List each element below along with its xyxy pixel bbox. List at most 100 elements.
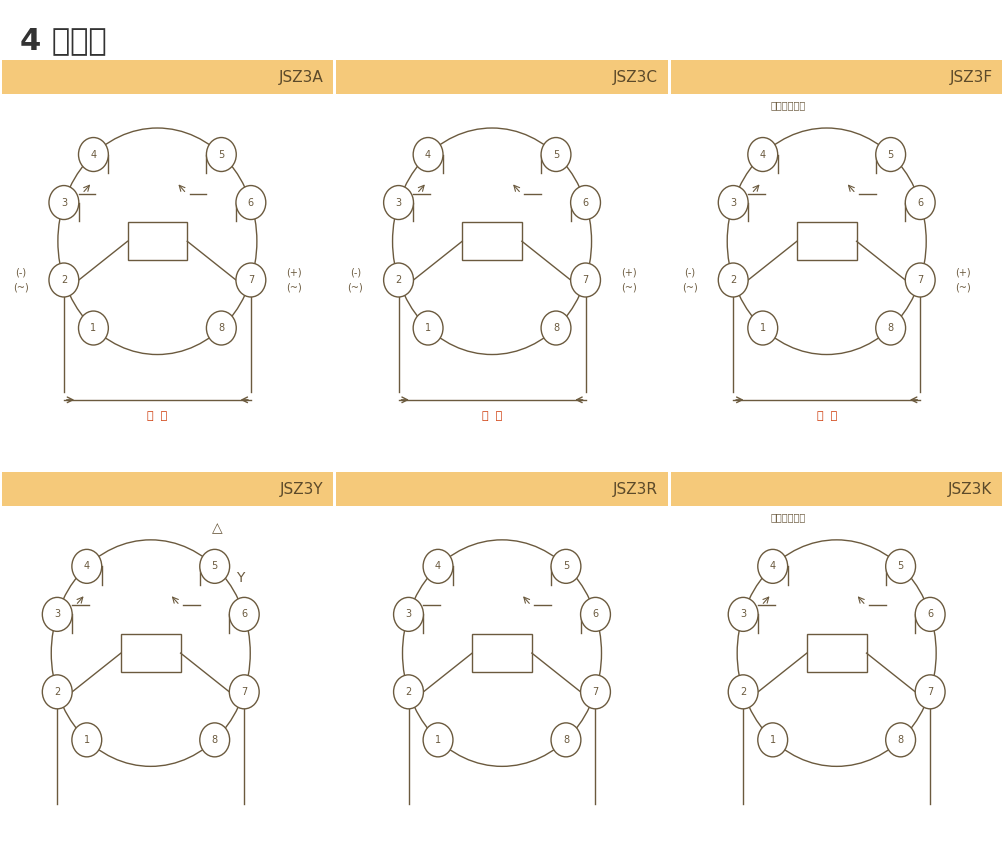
Text: 1: 1 [83, 734, 90, 745]
Text: 3: 3 [61, 197, 67, 208]
Text: 2: 2 [54, 687, 60, 697]
Text: JSZ3C: JSZ3C [612, 69, 657, 85]
Text: 3: 3 [729, 197, 735, 208]
Text: 外部复位信号: 外部复位信号 [769, 100, 804, 111]
FancyBboxPatch shape [670, 472, 1001, 506]
Text: 3: 3 [739, 609, 745, 619]
Text: (~): (~) [682, 282, 697, 293]
Circle shape [757, 723, 786, 757]
Text: 外部控制信号: 外部控制信号 [769, 512, 804, 523]
Text: Y: Y [236, 571, 245, 584]
Circle shape [580, 675, 610, 709]
Text: 3: 3 [405, 609, 411, 619]
Text: 3: 3 [54, 609, 60, 619]
Text: 1: 1 [759, 323, 765, 333]
Circle shape [383, 185, 413, 220]
Text: 5: 5 [212, 561, 218, 571]
Text: 7: 7 [241, 687, 247, 697]
Circle shape [78, 137, 108, 172]
Circle shape [422, 723, 452, 757]
Circle shape [413, 137, 442, 172]
Circle shape [422, 549, 452, 583]
Circle shape [727, 597, 757, 631]
Circle shape [229, 597, 259, 631]
Text: 4: 4 [424, 149, 430, 160]
Text: (~): (~) [13, 282, 29, 293]
Text: 3: 3 [395, 197, 401, 208]
FancyBboxPatch shape [336, 60, 667, 94]
Circle shape [229, 675, 259, 709]
Circle shape [551, 723, 581, 757]
Text: 4: 4 [759, 149, 765, 160]
Text: 5: 5 [553, 149, 559, 160]
Text: (+): (+) [620, 268, 636, 277]
Text: 6: 6 [248, 197, 254, 208]
Text: 电  源: 电 源 [147, 411, 168, 421]
Text: (~): (~) [955, 282, 970, 293]
Text: (-): (-) [349, 268, 361, 277]
Circle shape [570, 185, 600, 220]
Text: 4: 4 [83, 561, 90, 571]
Circle shape [875, 137, 905, 172]
FancyBboxPatch shape [2, 60, 333, 94]
Text: 6: 6 [241, 609, 247, 619]
Circle shape [49, 263, 78, 297]
Circle shape [72, 549, 101, 583]
Text: 7: 7 [592, 687, 598, 697]
Text: 电  源: 电 源 [815, 411, 837, 421]
Text: 1: 1 [769, 734, 775, 745]
Text: 8: 8 [887, 323, 893, 333]
Circle shape [580, 597, 610, 631]
Circle shape [383, 263, 413, 297]
Text: 4: 4 [90, 149, 96, 160]
Circle shape [200, 549, 230, 583]
Circle shape [541, 137, 571, 172]
Circle shape [747, 137, 777, 172]
FancyBboxPatch shape [670, 60, 1001, 94]
Text: 4 接线图: 4 接线图 [20, 26, 106, 55]
Text: 电  源: 电 源 [481, 411, 502, 421]
Circle shape [717, 185, 747, 220]
Text: 5: 5 [218, 149, 225, 160]
Circle shape [915, 597, 944, 631]
Text: 6: 6 [916, 197, 923, 208]
Text: 6: 6 [582, 197, 588, 208]
Circle shape [885, 723, 915, 757]
Circle shape [905, 263, 934, 297]
Text: 7: 7 [926, 687, 933, 697]
Circle shape [393, 597, 423, 631]
Text: 5: 5 [563, 561, 569, 571]
Text: JSZ3F: JSZ3F [949, 69, 992, 85]
Circle shape [717, 263, 747, 297]
Circle shape [78, 311, 108, 345]
Circle shape [541, 311, 571, 345]
Circle shape [42, 597, 72, 631]
Text: 1: 1 [434, 734, 440, 745]
Text: 2: 2 [395, 275, 401, 285]
Circle shape [747, 311, 777, 345]
Text: (+): (+) [286, 268, 302, 277]
Circle shape [49, 185, 78, 220]
Text: 1: 1 [424, 323, 430, 333]
Circle shape [727, 675, 757, 709]
Circle shape [757, 549, 786, 583]
Text: 2: 2 [739, 687, 745, 697]
Circle shape [72, 723, 101, 757]
Text: 4: 4 [769, 561, 775, 571]
Circle shape [207, 137, 236, 172]
Text: JSZ3A: JSZ3A [278, 69, 323, 85]
Text: 6: 6 [592, 609, 598, 619]
Circle shape [236, 263, 266, 297]
Text: (~): (~) [286, 282, 302, 293]
Circle shape [551, 549, 581, 583]
Text: 4: 4 [434, 561, 440, 571]
Text: 7: 7 [916, 275, 923, 285]
Text: △: △ [212, 522, 223, 535]
Circle shape [875, 311, 905, 345]
Circle shape [905, 185, 934, 220]
Text: 8: 8 [553, 323, 559, 333]
Circle shape [207, 311, 236, 345]
Text: 8: 8 [897, 734, 903, 745]
Text: 7: 7 [582, 275, 588, 285]
Text: JSZ3Y: JSZ3Y [279, 481, 323, 497]
